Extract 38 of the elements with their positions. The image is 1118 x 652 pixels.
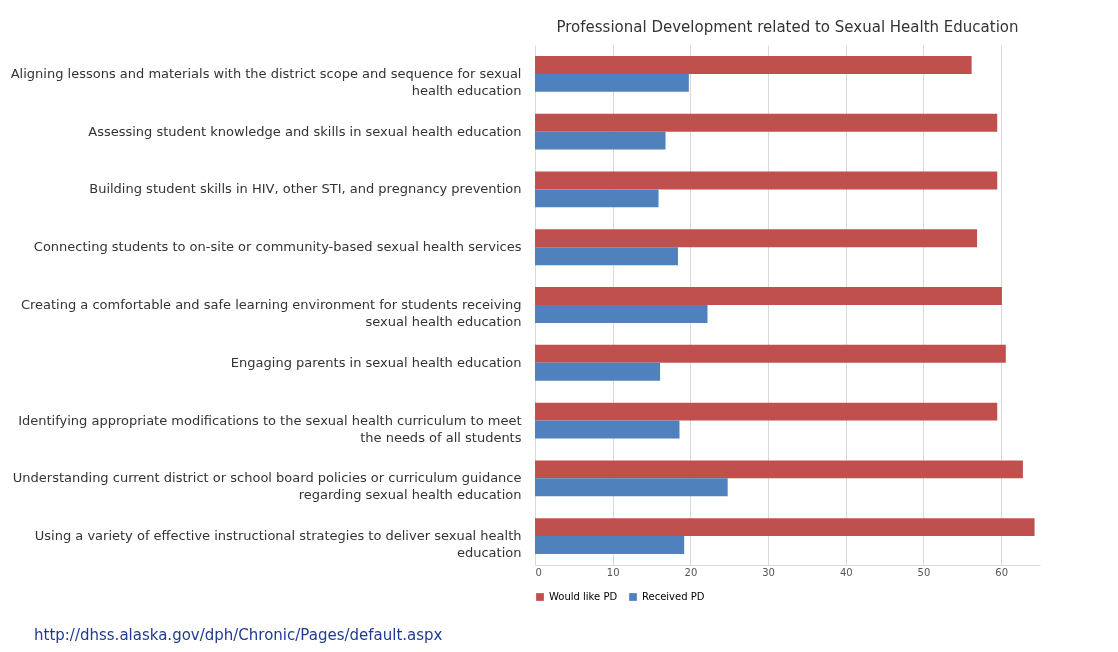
- y-tick-label: Creating a comfortable and safe learning environment for students receiving sexual health education: [20, 297, 522, 329]
- bar: [535, 229, 978, 248]
- x-tick-label: 0: [535, 566, 542, 578]
- y-tick-label: Engaging parents in sexual health education: [230, 354, 522, 370]
- bar: [535, 344, 1006, 363]
- bar: [535, 131, 666, 150]
- x-tick-label: 60: [995, 566, 1009, 578]
- bar: [535, 362, 661, 381]
- x-tick-label: 20: [684, 566, 698, 578]
- x-tick-label: 30: [762, 566, 775, 578]
- bar: [535, 247, 678, 266]
- bar: [535, 55, 972, 74]
- bar: [535, 420, 680, 439]
- bar: [535, 287, 1002, 305]
- x-tick-label: 50: [917, 566, 931, 578]
- bar: [535, 73, 689, 92]
- y-tick-label: Assessing student knowledge and skills in sexual health education: [88, 123, 522, 139]
- y-tick-label: Understanding current district or school board policies or curriculum guidance regarding sexual health education: [12, 470, 522, 503]
- y-tick-label: Identifying appropriate modifications to the sexual health curriculum to meet the needs of all students: [18, 412, 522, 445]
- bar: [535, 113, 998, 132]
- bar: [535, 536, 685, 555]
- x-tick-label: 40: [839, 566, 853, 578]
- bar: [535, 171, 998, 190]
- y-tick-label: Using a variety of effective instructional strategies to deliver sexual health education: [34, 528, 522, 561]
- y-tick-label: Building student skills in HIV, other STI, and pregnancy prevention: [89, 181, 522, 197]
- bar: [535, 460, 1023, 479]
- bar: [535, 189, 659, 208]
- bar: [535, 518, 1035, 537]
- bar: [535, 478, 728, 497]
- y-tick-label: Aligning lessons and materials with the district scope and sequence for sexual health education: [10, 65, 522, 98]
- x-tick-label: 10: [606, 566, 620, 578]
- text: http://dhss.alaska.gov/dph/Chronic/Pages/default.aspx: [34, 626, 443, 644]
- y-tick-label: Connecting students to on-site or community-based sexual health services: [33, 239, 522, 255]
- bar: [535, 402, 998, 421]
- legend-label: Received PD: [642, 591, 705, 602]
- chart-title: Professional Development related to Sexual Health Education: [556, 18, 1019, 36]
- bar: [535, 305, 708, 323]
- legend-label: Would like PD: [549, 591, 618, 602]
